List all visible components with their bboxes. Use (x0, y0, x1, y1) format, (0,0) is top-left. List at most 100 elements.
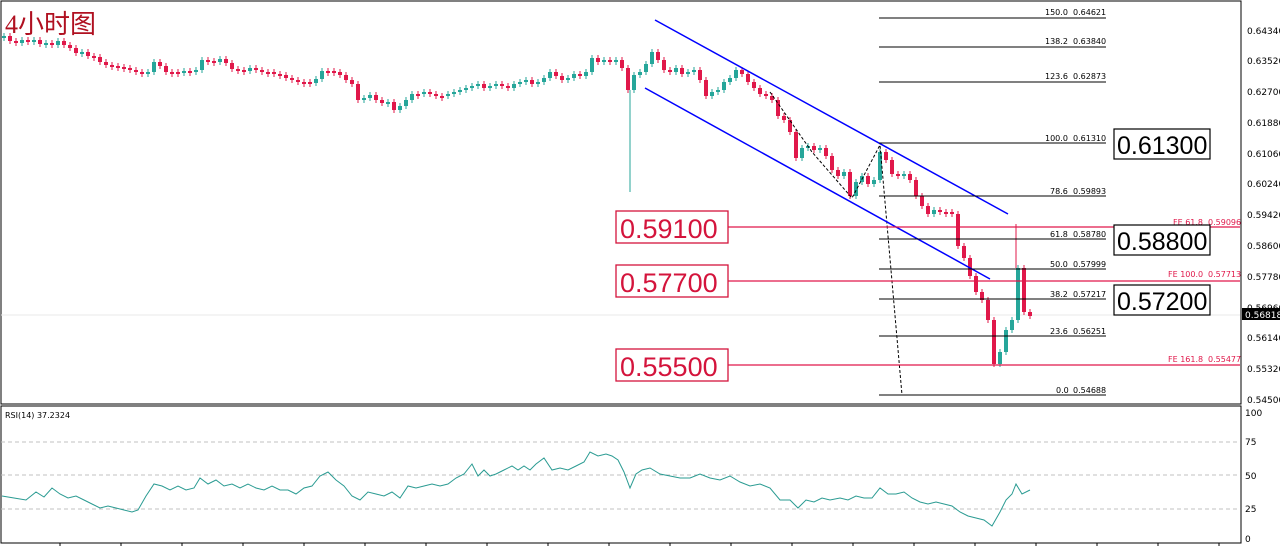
candle-body (620, 60, 624, 68)
candle-body (500, 84, 504, 86)
candle-body (440, 96, 444, 98)
candle-body (284, 75, 288, 78)
fe-label-1618-pct: FE 161.8 (1168, 355, 1203, 364)
candle-body (764, 94, 768, 96)
candle-body (98, 57, 102, 62)
candle-body (698, 70, 702, 80)
channel-upper-line (654, 19, 1009, 215)
candle-body (386, 102, 390, 104)
candle-body (290, 78, 294, 80)
candle-body (614, 60, 618, 62)
support-label-2: 0.57700 (620, 268, 718, 298)
candle-body (458, 90, 462, 92)
fe-label-618-val: 0.59096 (1208, 218, 1241, 227)
channel-lower-line (644, 87, 991, 280)
rsi-tick: 100 (1245, 409, 1262, 419)
candle-body (872, 180, 876, 184)
candle-body (236, 69, 240, 71)
candle-body (506, 86, 510, 88)
candle-body (572, 74, 576, 78)
candle-body (452, 92, 456, 94)
candle-body (578, 74, 582, 76)
candle-body (686, 72, 690, 74)
candle-body (80, 52, 84, 54)
candle-body (350, 80, 354, 84)
fib-label-382-pct: 38.2 (1050, 290, 1068, 299)
resistance-label-1: 0.61300 (1117, 132, 1207, 160)
candle-body (866, 176, 870, 184)
fib-label-150-val: 0.64621 (1073, 8, 1106, 17)
candle-body (512, 84, 516, 88)
candles (2, 33, 1032, 367)
candle-body (200, 60, 204, 70)
candle-body (626, 68, 630, 90)
candle-body (722, 82, 726, 90)
rsi-tick: 25 (1245, 505, 1256, 515)
rsi-grid (1, 441, 1240, 510)
candle-body (2, 36, 6, 38)
fib-label-123-val: 0.62873 (1073, 72, 1106, 81)
candle-body (842, 172, 846, 176)
candle-body (920, 196, 924, 206)
candle-body (314, 79, 318, 83)
candle-body (428, 92, 432, 94)
support-label-group: 0.59100 0.57700 0.55500 (615, 210, 729, 382)
candle-body (662, 60, 666, 70)
candle-body (422, 92, 426, 94)
candle-body (62, 41, 66, 45)
candle-body (308, 82, 312, 84)
candle-body (182, 71, 186, 73)
candle-body (224, 59, 228, 63)
candle-body (122, 67, 126, 69)
candle-body (542, 78, 546, 82)
fib-label-618-val: 0.58780 (1073, 230, 1106, 239)
candle-body (368, 95, 372, 98)
support-label-box-2 (615, 264, 729, 298)
candle-body (584, 72, 588, 76)
rsi-title: RSI(14) 37.2324 (5, 411, 70, 420)
candle-body (602, 60, 606, 62)
support-label-1: 0.59100 (620, 214, 718, 244)
fib-label-150-pct: 150.0 (1045, 8, 1068, 17)
fib-label-100-pct: 100.0 (1045, 134, 1068, 143)
candle-body (974, 276, 978, 292)
candle-body (116, 66, 120, 68)
candle-body (278, 74, 282, 76)
candle-body (596, 58, 600, 62)
fib-label-0-val: 0.54688 (1073, 386, 1106, 395)
candle-body (374, 95, 378, 100)
candle-body (140, 72, 144, 74)
fib-label-100-val: 0.61310 (1073, 134, 1106, 143)
fib-label-382-val: 0.57217 (1073, 290, 1106, 299)
resistance-label-3: 0.57200 (1117, 288, 1207, 316)
candle-body (656, 52, 660, 60)
candle-body (680, 68, 684, 74)
candle-body (776, 100, 780, 116)
candle-body (74, 48, 78, 53)
candle-body (650, 52, 654, 64)
candle-body (482, 84, 486, 88)
candle-body (746, 74, 750, 82)
candle-body (416, 94, 420, 96)
candle-body (194, 70, 198, 72)
candle-body (608, 60, 612, 62)
candle-body (944, 212, 948, 214)
candle-body (326, 71, 330, 73)
candle-body (434, 94, 438, 96)
candle-body (446, 94, 450, 96)
candle-body (410, 94, 414, 100)
candle-body (566, 78, 570, 80)
candle-body (212, 61, 216, 63)
